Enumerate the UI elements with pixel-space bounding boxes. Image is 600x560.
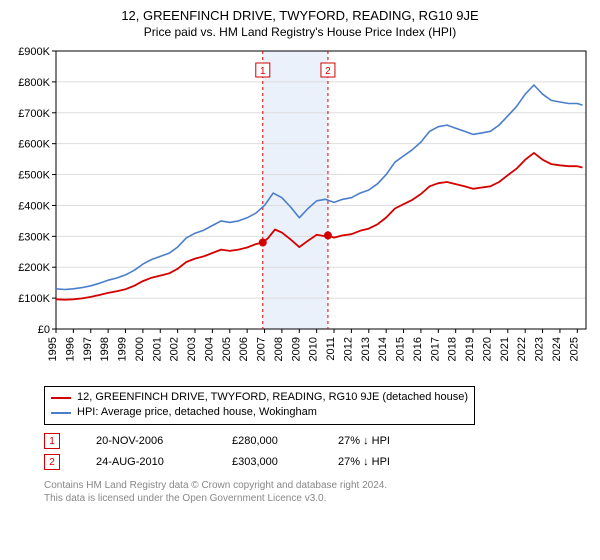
svg-text:2: 2 — [325, 66, 331, 77]
svg-text:1999: 1999 — [117, 337, 129, 361]
svg-text:£500K: £500K — [18, 170, 50, 182]
sale-markers-table: 1 20-NOV-2006 £280,000 27% ↓ HPI 2 24-AUG-201… — [44, 431, 586, 473]
svg-text:2023: 2023 — [534, 337, 546, 361]
svg-text:2014: 2014 — [377, 337, 389, 361]
svg-text:2019: 2019 — [464, 337, 476, 361]
svg-text:£200K: £200K — [18, 262, 50, 274]
marker-price: £303,000 — [232, 452, 302, 473]
svg-text:2021: 2021 — [499, 337, 511, 361]
svg-text:2005: 2005 — [221, 337, 233, 361]
legend-swatch — [51, 397, 71, 399]
svg-text:2007: 2007 — [256, 337, 268, 361]
marker-number-box: 2 — [44, 454, 60, 470]
svg-text:£300K: £300K — [18, 231, 50, 243]
svg-text:2002: 2002 — [169, 337, 181, 361]
svg-text:2009: 2009 — [290, 337, 302, 361]
marker-delta: 27% ↓ HPI — [338, 452, 428, 473]
svg-text:1: 1 — [260, 66, 266, 77]
marker-price: £280,000 — [232, 431, 302, 452]
svg-text:2018: 2018 — [447, 337, 459, 361]
svg-text:£400K: £400K — [18, 200, 50, 212]
footer-line-2: This data is licensed under the Open Gov… — [44, 492, 586, 505]
marker-date: 20-NOV-2006 — [96, 431, 196, 452]
legend: 12, GREENFINCH DRIVE, TWYFORD, READING, … — [44, 386, 475, 425]
chart-subtitle: Price paid vs. HM Land Registry's House … — [10, 25, 590, 39]
footer-line-1: Contains HM Land Registry data © Crown c… — [44, 479, 586, 492]
svg-text:1996: 1996 — [64, 337, 76, 361]
legend-label: 12, GREENFINCH DRIVE, TWYFORD, READING, … — [77, 390, 468, 405]
svg-text:2003: 2003 — [186, 337, 198, 361]
svg-text:2024: 2024 — [551, 337, 563, 361]
line-chart-svg: £0 £100K £200K £300K £400K £500K £600K £700K £80… — [10, 45, 590, 375]
footer-attribution: Contains HM Land Registry data © Crown c… — [44, 479, 586, 505]
svg-text:£700K: £700K — [18, 108, 50, 120]
marker-row: 2 24-AUG-2010 £303,000 27% ↓ HPI — [44, 452, 586, 473]
svg-text:2006: 2006 — [238, 337, 250, 361]
marker-delta: 27% ↓ HPI — [338, 431, 428, 452]
svg-text:2000: 2000 — [134, 337, 146, 361]
chart-plot: £0 £100K £200K £300K £400K £500K £600K £700K £80… — [10, 45, 590, 380]
svg-text:2001: 2001 — [151, 337, 163, 361]
svg-text:2004: 2004 — [203, 337, 215, 361]
legend-item: HPI: Average price, detached house, Woki… — [51, 405, 468, 420]
svg-text:2015: 2015 — [395, 337, 407, 361]
svg-text:2012: 2012 — [342, 337, 354, 361]
svg-text:2013: 2013 — [360, 337, 372, 361]
marker-number-box: 1 — [44, 433, 60, 449]
legend-label: HPI: Average price, detached house, Woki… — [77, 405, 317, 420]
svg-text:£600K: £600K — [18, 139, 50, 151]
svg-text:1997: 1997 — [82, 337, 94, 361]
chart-container: 12, GREENFINCH DRIVE, TWYFORD, READING, … — [0, 0, 600, 515]
svg-text:£0: £0 — [38, 324, 50, 336]
marker-row: 1 20-NOV-2006 £280,000 27% ↓ HPI — [44, 431, 586, 452]
svg-text:2008: 2008 — [273, 337, 285, 361]
svg-text:2011: 2011 — [325, 337, 337, 361]
svg-text:1998: 1998 — [99, 337, 111, 361]
svg-text:£800K: £800K — [18, 77, 50, 89]
svg-text:2025: 2025 — [568, 337, 580, 361]
svg-text:1995: 1995 — [47, 337, 59, 361]
marker-date: 24-AUG-2010 — [96, 452, 196, 473]
svg-text:2017: 2017 — [429, 337, 441, 361]
legend-item: 12, GREENFINCH DRIVE, TWYFORD, READING, … — [51, 390, 468, 405]
svg-text:2020: 2020 — [481, 337, 493, 361]
legend-swatch — [51, 412, 71, 414]
chart-title: 12, GREENFINCH DRIVE, TWYFORD, READING, … — [10, 8, 590, 23]
svg-text:2022: 2022 — [516, 337, 528, 361]
svg-text:2010: 2010 — [308, 337, 320, 361]
svg-text:£900K: £900K — [18, 46, 50, 58]
svg-text:2016: 2016 — [412, 337, 424, 361]
svg-text:£100K: £100K — [18, 293, 50, 305]
